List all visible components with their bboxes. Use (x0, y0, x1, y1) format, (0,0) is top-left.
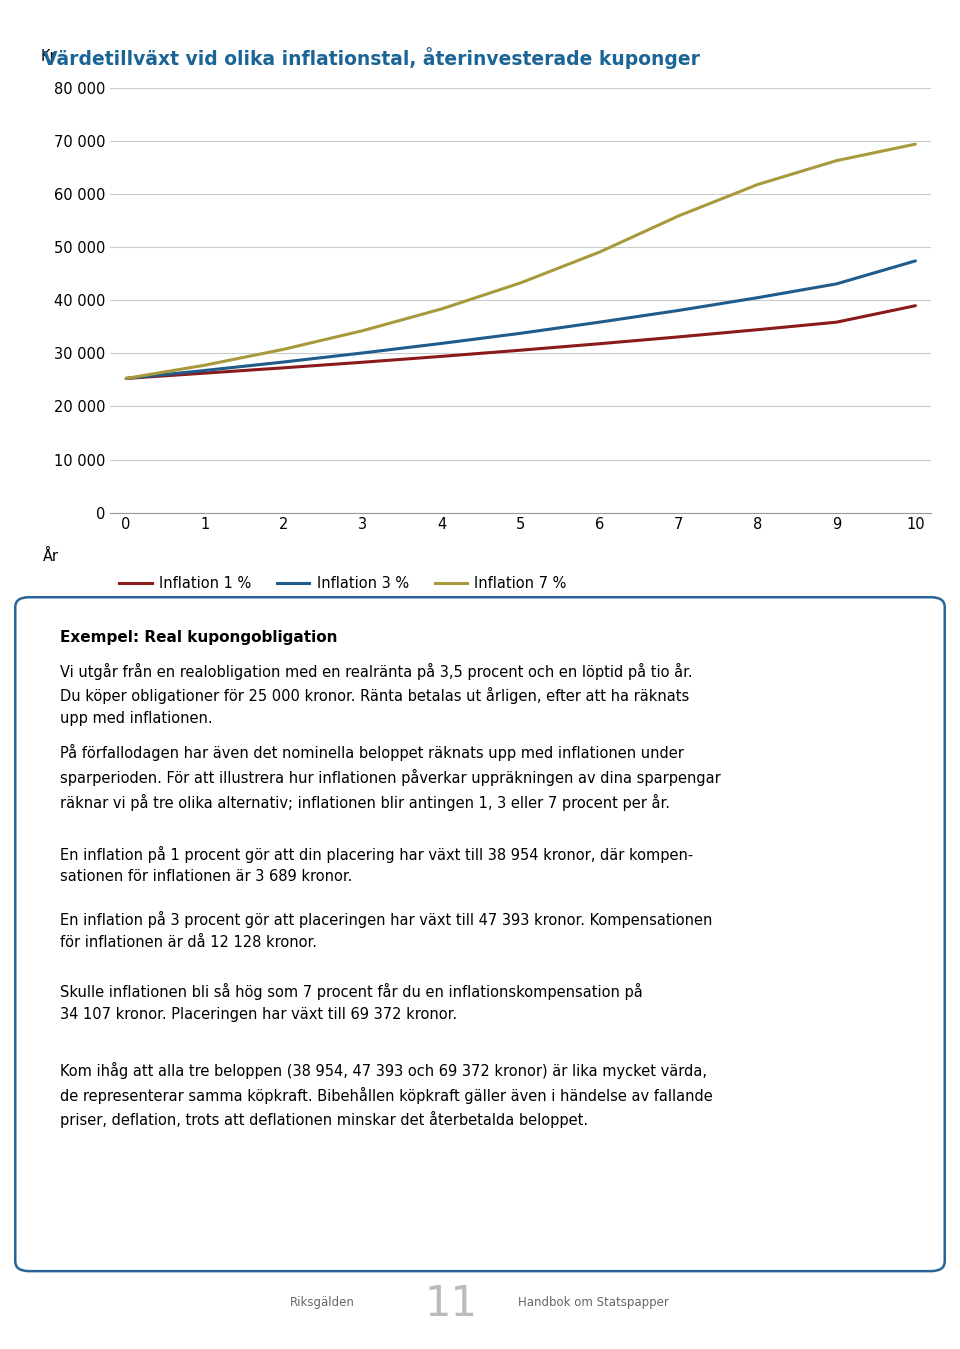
Text: En inflation på 1 procent gör att din placering har växt till 38 954 kronor, där: En inflation på 1 procent gör att din pl… (60, 846, 694, 885)
Text: Värdetillväxt vid olika inflationstal, återinvesterade kuponger: Värdetillväxt vid olika inflationstal, å… (43, 47, 700, 69)
Text: Kom ihåg att alla tre beloppen (38 954, 47 393 och 69 372 kronor) är lika mycket: Kom ihåg att alla tre beloppen (38 954, … (60, 1062, 713, 1128)
Text: Exempel: Real kupongobligation: Exempel: Real kupongobligation (60, 630, 338, 645)
Text: År: År (43, 549, 60, 564)
Text: På förfallodagen har även det nominella beloppet räknats upp med inflationen und: På förfallodagen har även det nominella … (60, 745, 721, 811)
Text: Skulle inflationen bli så hög som 7 procent får du en inflationskompensation på
: Skulle inflationen bli så hög som 7 proc… (60, 983, 643, 1023)
Text: Riksgälden: Riksgälden (290, 1295, 355, 1309)
FancyBboxPatch shape (15, 598, 945, 1271)
Text: En inflation på 3 procent gör att placeringen har växt till 47 393 kronor. Kompe: En inflation på 3 procent gör att placer… (60, 912, 712, 950)
Text: 11: 11 (424, 1283, 478, 1325)
Text: Handbok om Statspapper: Handbok om Statspapper (518, 1295, 669, 1309)
Legend: Inflation 1 %, Inflation 3 %, Inflation 7 %: Inflation 1 %, Inflation 3 %, Inflation … (113, 571, 572, 596)
Text: Vi utgår från en realobligation med en realränta på 3,5 procent och en löptid på: Vi utgår från en realobligation med en r… (60, 662, 693, 726)
Text: Kr: Kr (40, 50, 57, 65)
